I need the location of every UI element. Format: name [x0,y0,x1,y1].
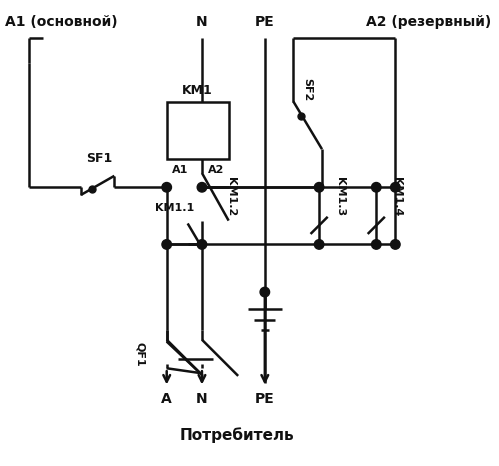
Circle shape [197,240,207,249]
Text: A1 (основной): A1 (основной) [5,15,117,29]
Circle shape [162,240,172,249]
Text: Потребитель: Потребитель [180,427,294,443]
Circle shape [314,183,324,192]
Text: N: N [196,392,208,406]
Text: A2: A2 [208,165,224,175]
Text: A2 (резервный): A2 (резервный) [366,15,492,29]
Text: A: A [161,392,172,406]
Circle shape [197,183,207,192]
Text: SF2: SF2 [303,78,313,102]
Text: KM1.1: KM1.1 [155,203,194,213]
Circle shape [314,240,324,249]
Text: KM1.2: KM1.2 [226,177,236,216]
Text: KM1.3: KM1.3 [335,177,345,216]
Text: KM1: KM1 [182,83,213,96]
Circle shape [260,288,269,297]
Text: SF1: SF1 [86,152,112,165]
Text: PE: PE [255,392,275,406]
Text: QF1: QF1 [135,342,145,366]
Circle shape [391,183,400,192]
Text: KM1.4: KM1.4 [392,177,402,217]
Circle shape [372,240,381,249]
Circle shape [372,183,381,192]
Circle shape [391,240,400,249]
Text: A1: A1 [172,165,188,175]
Circle shape [162,183,172,192]
Text: N: N [196,15,208,29]
Text: PE: PE [255,15,275,29]
Bar [167,102,229,159]
